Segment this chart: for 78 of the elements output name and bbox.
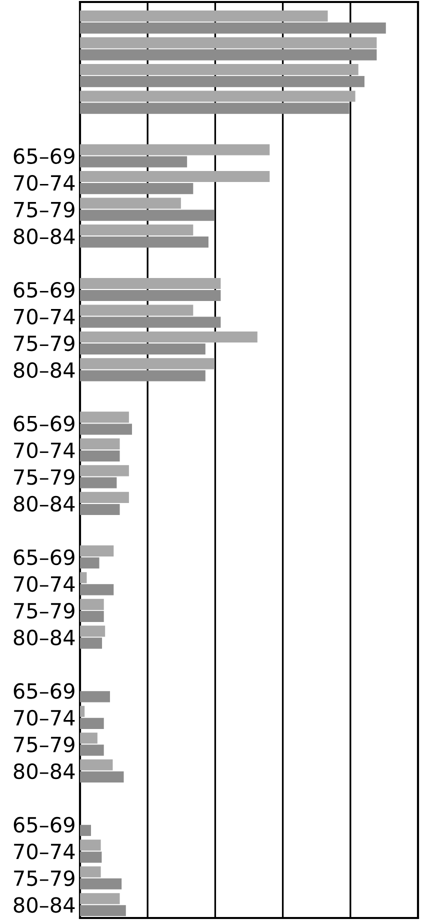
bar [80, 638, 102, 649]
bar [80, 10, 328, 22]
bar [80, 224, 194, 236]
bar [80, 170, 270, 182]
bar [80, 144, 270, 156]
bar [80, 450, 120, 462]
bar [80, 343, 206, 355]
bar [80, 278, 221, 290]
bar [80, 90, 356, 102]
bar [80, 691, 110, 702]
y-tick-label: 75–79 [14, 202, 74, 218]
bar [80, 584, 114, 596]
bar [80, 210, 215, 221]
y-tick-label: 75–79 [14, 736, 74, 752]
y-tick-label: 70–74 [14, 442, 75, 458]
y-tick-label: 75–79 [14, 335, 74, 352]
y-tick-label: 80–84 [14, 630, 75, 646]
bar [80, 290, 221, 302]
y-tick-label: 70–74 [14, 844, 75, 860]
y-tick-label: 65–69 [14, 683, 74, 699]
bar [80, 759, 113, 770]
bar [80, 905, 126, 916]
bar [80, 49, 377, 60]
bar [80, 477, 117, 488]
bar [80, 732, 98, 744]
bar [80, 893, 120, 904]
bar [80, 610, 104, 622]
bar [80, 852, 102, 863]
bar [80, 598, 104, 610]
bar [80, 64, 358, 76]
y-tick-label: 75–79 [14, 602, 74, 619]
bar [80, 626, 106, 637]
bar [80, 331, 258, 343]
bar [80, 557, 100, 569]
bar [80, 492, 129, 503]
y-tick-label: 65–69 [14, 816, 74, 833]
bar [80, 878, 122, 890]
bar [80, 22, 386, 34]
y-tick-label: 75–79 [14, 469, 74, 485]
bar [80, 424, 132, 435]
y-tick-label: 80–84 [14, 496, 75, 512]
bar [80, 358, 215, 370]
bar [80, 465, 129, 476]
y-tick-label: 80–84 [14, 763, 75, 780]
bar [80, 840, 101, 851]
bar [80, 37, 377, 48]
y-tick-label: 80–84 [14, 897, 75, 913]
y-tick-label: 80–84 [14, 228, 75, 244]
bar [80, 183, 194, 194]
bar [80, 370, 206, 382]
bar [80, 198, 181, 209]
y-tick-label: 65–69 [14, 416, 74, 432]
y-tick-label: 65–69 [14, 549, 74, 566]
bar [80, 744, 104, 756]
y-tick-label: 75–79 [14, 870, 74, 886]
y-tick-label: 70–74 [14, 174, 75, 191]
bar [80, 412, 129, 423]
bar [80, 545, 114, 556]
bar [80, 438, 120, 450]
bar [80, 771, 124, 782]
bar [80, 706, 85, 717]
bar [80, 76, 364, 88]
bar [80, 304, 194, 316]
y-tick-label: 65–69 [14, 148, 74, 164]
y-tick-label: 80–84 [14, 362, 75, 378]
bar [80, 572, 87, 584]
y-tick-label: 65–69 [14, 282, 74, 298]
bar [80, 866, 101, 878]
bar [80, 236, 208, 248]
y-tick-label: 70–74 [14, 576, 75, 592]
y-tick-label: 70–74 [14, 308, 75, 324]
bar [80, 824, 92, 836]
bar [80, 504, 120, 516]
bar [80, 718, 104, 729]
y-tick-label: 70–74 [14, 710, 75, 726]
bar [80, 156, 188, 168]
bar [80, 316, 221, 328]
bar [80, 102, 350, 114]
